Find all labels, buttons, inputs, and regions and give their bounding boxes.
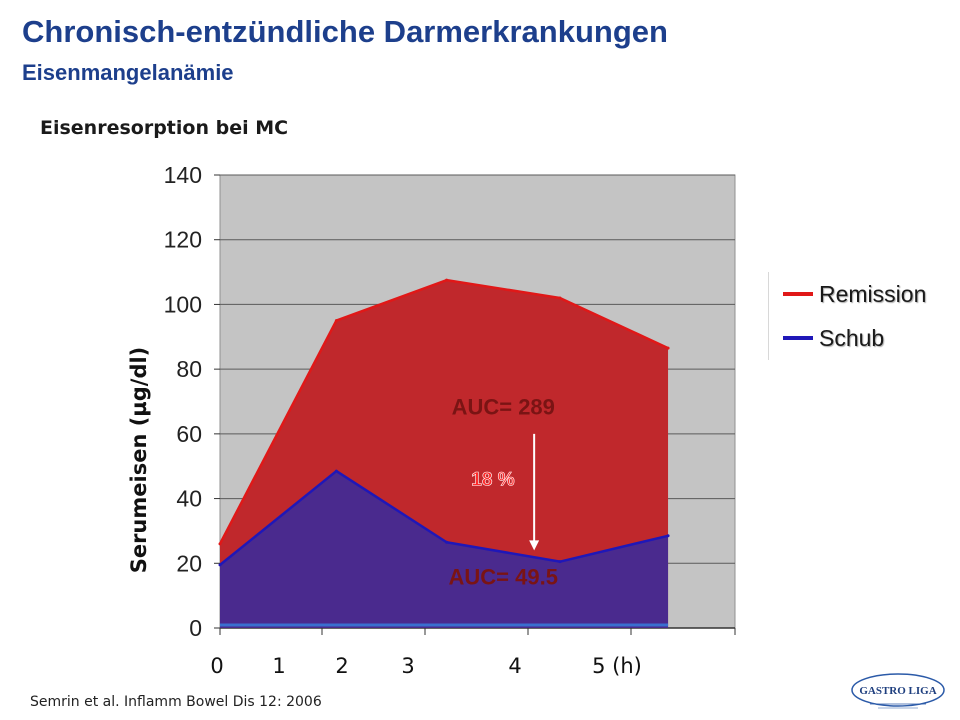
x-tick-label: 4 [508, 654, 521, 678]
data-point-schub [558, 560, 562, 564]
legend-swatch-remission [783, 292, 813, 296]
chart-legend: Remission Schub [768, 272, 959, 360]
x-tick-label: 5 (h) [592, 654, 642, 678]
slide-title: Chronisch-entzündliche Darmerkrankungen [22, 14, 668, 49]
data-point-schub [445, 540, 449, 544]
y-axis-label: Serumeisen (µg/dl) [127, 347, 151, 574]
annotation-auc-remission: AUC= 289 [452, 394, 555, 419]
x-tick-label: 1 [272, 654, 285, 678]
data-point-schub [334, 469, 338, 473]
y-tick-label: 60 [176, 421, 202, 447]
slide-subtitle: Eisenmangelanämie [22, 60, 234, 85]
annotation-auc-schub: AUC= 49.5 [449, 564, 558, 589]
legend-item-schub: Schub [769, 316, 959, 360]
series-area-schub [220, 471, 669, 628]
x-tick-label: 2 [335, 654, 348, 678]
data-point-remission [666, 346, 670, 350]
y-tick-label: 120 [164, 227, 202, 253]
chart-heading: Eisenresorption bei MC [40, 117, 289, 139]
y-tick-label: 40 [176, 486, 202, 512]
data-point-schub [218, 563, 222, 567]
data-point-remission [445, 278, 449, 282]
legend-label-schub: Schub [819, 324, 885, 351]
svg-text:GASTRO LIGA: GASTRO LIGA [859, 685, 936, 697]
data-point-remission [558, 296, 562, 300]
legend-swatch-schub [783, 336, 813, 340]
annotation-percent-difference: 18 % [471, 470, 514, 491]
legend-label-remission: Remission [819, 280, 927, 307]
data-point-schub [666, 534, 670, 538]
legend-item-remission: Remission [769, 272, 959, 316]
x-tick-label: 0 [210, 654, 223, 678]
y-tick-label: 80 [176, 356, 202, 382]
y-tick-label: 100 [164, 291, 202, 317]
y-tick-label: 20 [176, 550, 202, 576]
citation: Semrin et al. Inflamm Bowel Dis 12: 2006 [30, 694, 322, 710]
y-tick-label: 0 [189, 615, 202, 641]
difference-arrow-head [529, 540, 540, 551]
gastroliga-logo: GASTRO LIGA [851, 673, 945, 709]
y-tick-label: 140 [164, 162, 202, 188]
data-point-remission [334, 319, 338, 323]
x-tick-label: 3 [401, 654, 414, 678]
data-point-remission [218, 542, 222, 546]
